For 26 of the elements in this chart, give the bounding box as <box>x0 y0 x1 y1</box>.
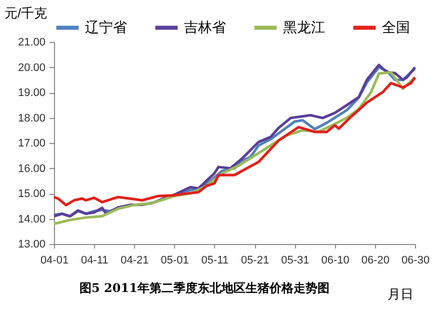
y-tick-label: 21.00 <box>18 36 46 48</box>
legend-label: 辽宁省 <box>85 18 127 35</box>
text: 图5 2011年第二季度东北地区生猪价格走势图 <box>80 281 330 295</box>
legend-label: 全国 <box>382 18 410 35</box>
x-tick-label: 06-20 <box>361 254 390 266</box>
y-tick-label: 20.00 <box>18 62 46 74</box>
x-axis-title: 月日 <box>388 286 414 302</box>
legend-label: 黑龙江 <box>283 18 325 35</box>
y-tick-label: 17.00 <box>18 138 46 150</box>
y-tick-label: 15.00 <box>18 188 46 200</box>
y-tick-label: 19.00 <box>18 87 46 99</box>
x-tick-label: 06-30 <box>401 254 430 266</box>
x-tick-label: 04-11 <box>80 254 108 266</box>
x-tick-label: 04-01 <box>40 254 69 266</box>
legend-label: 吉林省 <box>184 18 226 35</box>
y-tick-label: 13.00 <box>18 238 46 250</box>
y-tick-label: 16.00 <box>18 162 46 175</box>
x-tick-label: 05-31 <box>281 254 310 266</box>
x-tick-label: 05-21 <box>240 254 270 266</box>
y-axis-title: 元/千克 <box>4 6 48 20</box>
x-tick-label: 06-10 <box>321 254 350 266</box>
x-tick-label: 05-11 <box>201 254 229 266</box>
y-tick-label: 14.00 <box>18 213 46 226</box>
x-tick-label: 05-01 <box>160 254 189 266</box>
x-tick-label: 04-21 <box>120 254 149 266</box>
y-tick-label: 18.00 <box>18 112 46 124</box>
